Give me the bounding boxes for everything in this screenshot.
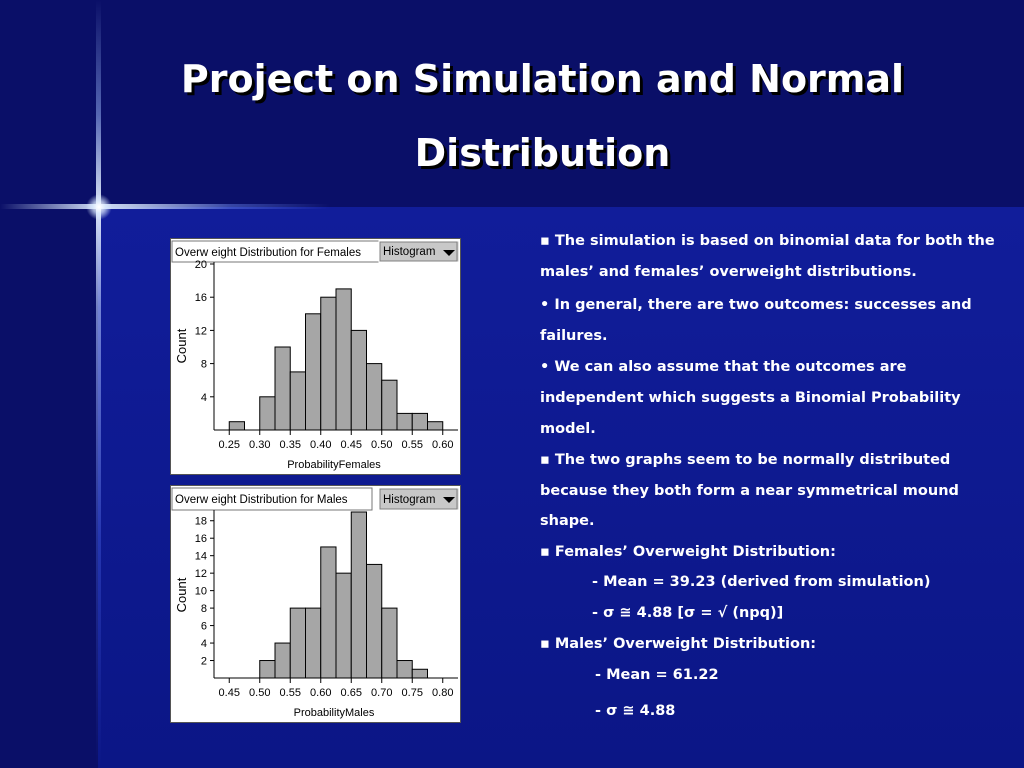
histogram-bar [335, 572, 352, 679]
x-axis-label: ProbabilityFemales [287, 459, 381, 471]
histogram-bar [396, 412, 413, 431]
bullet-line: - Mean = 61.22 [595, 667, 719, 683]
y-tick-label: 8 [201, 359, 207, 371]
x-tick-label: 0.80 [432, 687, 453, 699]
histogram-bar [366, 363, 383, 431]
y-tick-label: 8 [201, 603, 207, 615]
bullet-line: failures. [540, 328, 608, 344]
chart-title-box [171, 487, 373, 511]
x-tick-label: 0.25 [219, 439, 240, 451]
histogram-bar [259, 396, 276, 431]
x-axis-label: ProbabilityMales [294, 707, 375, 719]
bullet-line: ▪ The simulation is based on binomial da… [540, 233, 995, 249]
y-tick-label: 12 [195, 325, 207, 337]
x-tick-label: 0.60 [310, 687, 331, 699]
histogram-bar [274, 642, 291, 679]
x-tick-label: 0.60 [432, 439, 453, 451]
bullet-line: - σ ≅ 4.88 [σ = √ (npq)] [592, 605, 784, 621]
light-flare-horizontal [0, 204, 330, 209]
histogram-bar [366, 563, 383, 679]
bullet-line: • In general, there are two outcomes: su… [540, 297, 972, 313]
light-flare-vertical [96, 0, 101, 768]
y-tick-label: 10 [195, 586, 207, 598]
bullet-line: model. [540, 421, 596, 437]
x-tick-label: 0.55 [280, 687, 301, 699]
x-tick-label: 0.35 [280, 439, 301, 451]
y-tick-label: 16 [195, 292, 207, 304]
background-top [0, 0, 1024, 207]
y-tick-label: 4 [201, 638, 207, 650]
y-tick-label: 14 [195, 551, 207, 563]
histogram-bar [381, 379, 398, 431]
bullet-line: shape. [540, 513, 595, 529]
histogram-bar [320, 546, 337, 679]
x-tick-label: 0.30 [249, 439, 270, 451]
y-axis-label: Count [174, 577, 189, 612]
bullet-line: ▪ The two graphs seem to be normally dis… [540, 452, 951, 468]
histogram-bar [411, 668, 428, 679]
y-tick-label: 6 [201, 621, 207, 633]
bullet-line: - Mean = 39.23 (derived from simulation) [592, 574, 931, 590]
histogram-bar [350, 511, 367, 679]
y-tick-label: 2 [201, 656, 207, 668]
histogram-bar [274, 346, 291, 431]
y-axis-label: Count [174, 328, 189, 363]
histogram-button[interactable]: Histogram [378, 240, 460, 263]
histogram-bar [289, 371, 306, 431]
y-tick-label: 12 [195, 568, 207, 580]
histogram-bar [427, 421, 444, 431]
bullet-line: because they both form a near symmetrica… [540, 483, 959, 499]
histogram-bar [381, 607, 398, 679]
x-tick-label: 0.50 [371, 439, 392, 451]
histogram-bar [305, 313, 322, 431]
histogram-bar [289, 607, 306, 679]
bullet-line: males’ and females’ overweight distribut… [540, 264, 917, 280]
x-tick-label: 0.65 [341, 687, 362, 699]
x-tick-label: 0.50 [249, 687, 270, 699]
bullet-line: ▪ Females’ Overweight Distribution: [540, 544, 836, 560]
histogram-bar [335, 288, 352, 431]
y-tick-label: 18 [195, 516, 207, 528]
histogram-bar [259, 660, 276, 679]
slide-title: Project on Simulation and Normal Distrib… [0, 42, 1024, 190]
chart-title: Overw eight Distribution for Females [175, 247, 361, 259]
histogram-button-label: Histogram [383, 494, 435, 506]
dropdown-arrow-icon [443, 497, 455, 503]
bullet-line: ▪ Males’ Overweight Distribution: [540, 636, 817, 652]
histogram-bar [228, 421, 245, 431]
dropdown-arrow-icon [443, 250, 455, 256]
histogram-bar [411, 412, 428, 431]
light-flare-core [86, 194, 112, 220]
histogram-bar [396, 660, 413, 679]
x-tick-label: 0.45 [219, 687, 240, 699]
title-line-1: Project on Simulation and Normal [180, 57, 905, 101]
bullet-line: • We can also assume that the outcomes a… [540, 359, 907, 375]
x-tick-label: 0.45 [341, 439, 362, 451]
y-tick-label: 4 [201, 392, 207, 404]
female-histogram-chart: Overw eight Distribution for Females His… [170, 238, 461, 475]
x-tick-label: 0.75 [402, 687, 423, 699]
male-histogram-chart: Overw eight Distribution for Males Histo… [170, 485, 461, 723]
x-tick-label: 0.40 [310, 439, 331, 451]
histogram-bar [305, 607, 322, 679]
chart-title: Overw eight Distribution for Males [175, 494, 348, 506]
bullet-line: - σ ≅ 4.88 [595, 703, 676, 719]
y-tick-label: 16 [195, 533, 207, 545]
histogram-bar [320, 296, 337, 431]
background-left [0, 207, 98, 768]
y-tick-label: 20 [195, 259, 207, 271]
x-tick-label: 0.70 [371, 687, 392, 699]
x-tick-label: 0.55 [402, 439, 423, 451]
bullet-line: independent which suggests a Binomial Pr… [540, 390, 961, 406]
histogram-bar [350, 329, 367, 431]
histogram-button[interactable]: Histogram [378, 487, 460, 511]
title-line-2: Distribution [414, 131, 671, 175]
histogram-button-label: Histogram [383, 246, 435, 258]
